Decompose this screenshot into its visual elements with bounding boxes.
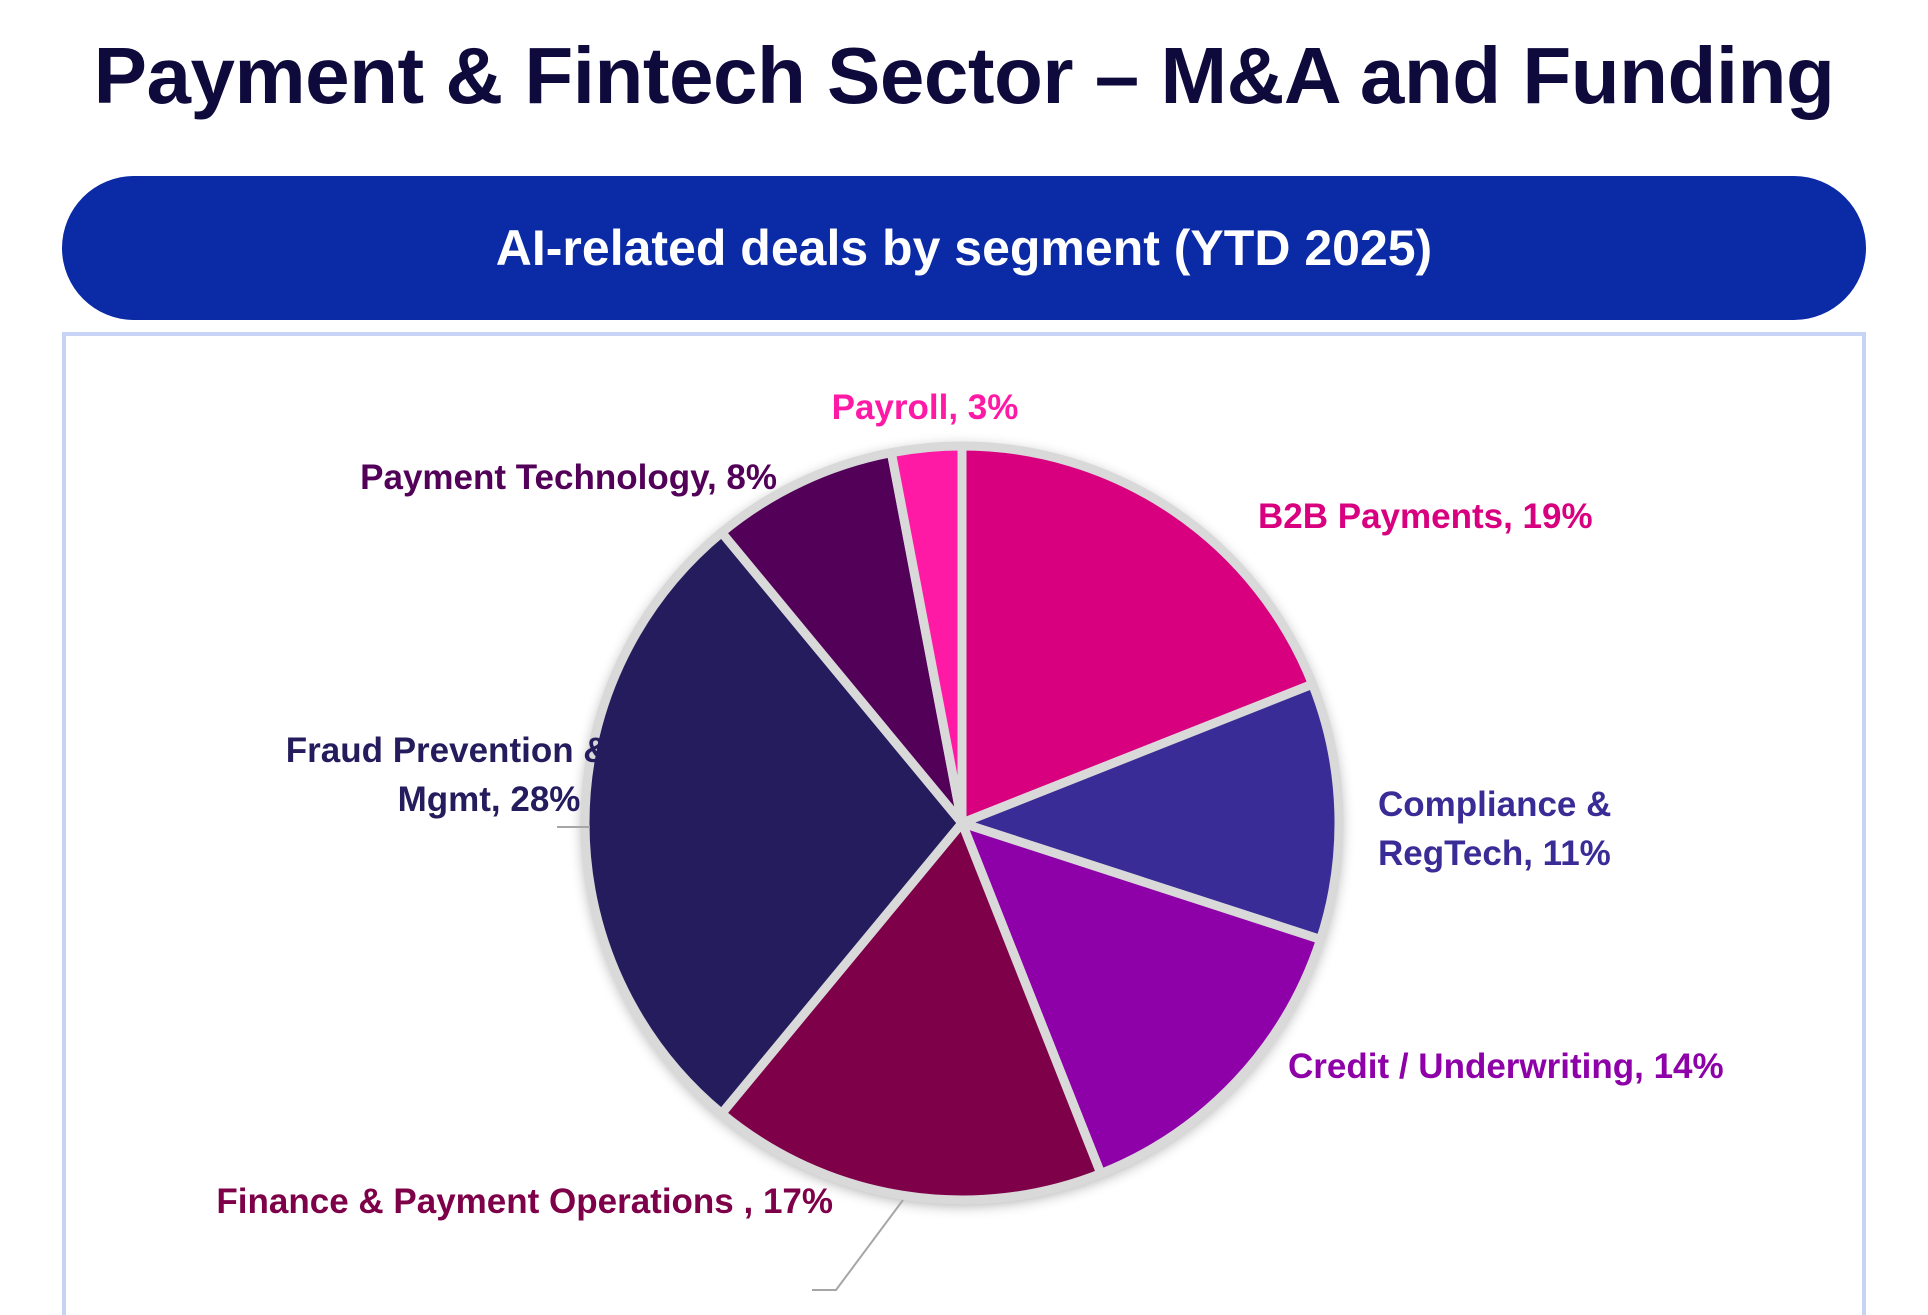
- pie-slice-4: [717, 818, 1106, 1205]
- slice-label-4: Finance & Payment Operations , 17%: [216, 1182, 833, 1221]
- slice-label-3: Credit / Underwriting, 14%: [1288, 1047, 1724, 1086]
- slice-label-7: Payroll, 3%: [832, 388, 1019, 427]
- slice-label-6: Payment Technology, 8%: [360, 458, 777, 497]
- slice-label-2: Compliance & RegTech, 11%: [1378, 785, 1611, 873]
- pie-slice-6: [717, 448, 967, 828]
- pie-slice-7: [886, 441, 967, 828]
- chart-title: AI-related deals by segment (YTD 2025): [495, 220, 1433, 276]
- chart-title-banner: AI-related deals by segment (YTD 2025): [62, 176, 1866, 320]
- pie-slice-2: [957, 679, 1344, 944]
- slice-label-1: B2B Payments, 19%: [1258, 497, 1593, 536]
- slice-label-5: Fraud Prevention & Risk Mgmt, 28%: [286, 731, 693, 819]
- page-title: Payment & Fintech Sector – M&A and Fundi…: [93, 31, 1835, 120]
- pie-slice-1: [957, 441, 1318, 828]
- leader-line-finance-ops: [812, 1199, 904, 1291]
- pie-slice-5: [580, 528, 967, 1118]
- pie-slice-3: [957, 818, 1326, 1179]
